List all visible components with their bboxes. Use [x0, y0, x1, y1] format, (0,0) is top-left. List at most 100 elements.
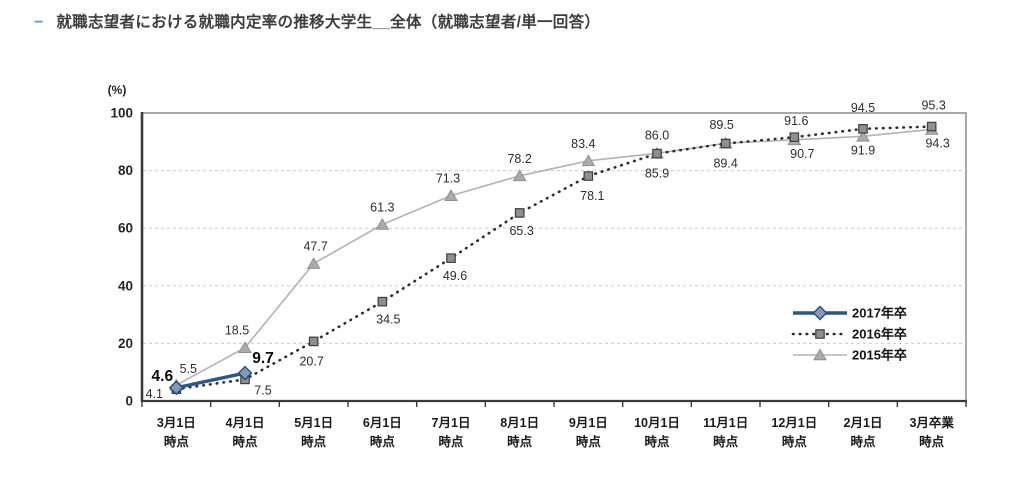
- y-tick-label: 100: [110, 106, 133, 121]
- data-label: 18.5: [225, 324, 249, 338]
- x-tick-label: 3月1日: [157, 416, 196, 430]
- x-tick-label: 時点: [164, 434, 190, 449]
- square-marker: [789, 132, 800, 142]
- data-label: 61.3: [370, 200, 394, 214]
- data-label: 4.6: [152, 368, 174, 385]
- data-label: 4.1: [146, 387, 163, 401]
- x-tick-label: 12月1日: [771, 416, 817, 430]
- x-tick-label: 時点: [370, 434, 396, 449]
- x-tick-label: 時点: [507, 434, 533, 449]
- series-2017年卒-markers: [168, 365, 253, 396]
- x-tick-label: 時点: [782, 434, 808, 449]
- triangle-marker: [581, 154, 596, 167]
- series-2016年卒-labels: 4.1 7.5 20.7 34.5 49.6 65.3 78.1 85.9 89.4 91.6 94…: [146, 99, 946, 402]
- data-label: 86.0: [645, 128, 669, 142]
- triangle-marker: [238, 341, 252, 354]
- data-label: 49.6: [443, 269, 467, 283]
- data-label: 85.9: [645, 167, 669, 181]
- data-label: 47.7: [303, 240, 327, 254]
- triangle-marker: [512, 169, 527, 182]
- data-label: 71.3: [436, 172, 460, 186]
- x-tick-label: 6月1日: [363, 416, 402, 430]
- x-tick-label: 10月1日: [634, 416, 680, 430]
- series-2017年卒-line: [175, 371, 246, 390]
- diamond-marker: [237, 365, 253, 381]
- line-chart: 0 20 40 60 80 100 (%) 3月1日時点 4月1日時点 5月1日時点 6月1日時点 7…: [0, 70, 1024, 482]
- legend-label: 2017年卒: [852, 306, 907, 321]
- data-label: 83.4: [571, 137, 595, 151]
- legend-label: 2015年卒: [852, 348, 907, 363]
- square-marker: [815, 329, 825, 339]
- data-label: 20.7: [299, 354, 323, 368]
- diamond-marker: [168, 380, 184, 396]
- square-marker: [583, 171, 594, 181]
- y-axis-unit-label: (%): [108, 83, 127, 97]
- y-tick-label: 80: [118, 163, 133, 178]
- square-marker: [377, 296, 388, 307]
- data-label: 91.6: [784, 114, 808, 128]
- data-label: 90.7: [790, 147, 814, 161]
- x-tick-label: 8月1日: [500, 416, 539, 430]
- x-tick-label: 時点: [576, 434, 602, 449]
- square-marker: [446, 253, 456, 263]
- square-marker: [926, 121, 937, 132]
- x-tick-label: 11月1日: [703, 416, 748, 430]
- triangle-marker: [813, 348, 827, 361]
- axes: [140, 112, 967, 407]
- triangle-marker: [306, 257, 321, 269]
- series-2015年卒-labels: 5.5 18.5 47.7 61.3 71.3 78.2 83.4 86.0 89.5 90.7 9…: [180, 118, 950, 376]
- data-label: 94.3: [925, 136, 949, 150]
- x-tick-label: 2月1日: [844, 416, 883, 430]
- data-label: 89.4: [713, 157, 737, 171]
- x-tick-label: 時点: [713, 434, 739, 449]
- series-2015年卒-line: [175, 128, 932, 386]
- data-label: 89.5: [709, 118, 733, 132]
- data-label: 78.2: [507, 152, 531, 166]
- y-tick-label: 20: [118, 336, 133, 351]
- x-tick-label: 時点: [644, 434, 670, 449]
- x-tick-label: 4月1日: [226, 416, 265, 430]
- y-tick-label: 60: [118, 221, 133, 236]
- square-marker: [514, 208, 525, 218]
- chart-title-row: − 就職志望者における就職内定率の推移大学生__全体（就職志望者/単一回答）: [34, 12, 600, 33]
- x-tick-label: 7月1日: [432, 416, 471, 430]
- series-2015年卒-markers: [169, 122, 939, 391]
- triangle-marker: [444, 189, 458, 201]
- x-tick-label: 時点: [438, 434, 464, 449]
- gridlines: [143, 170, 965, 344]
- data-label: 78.1: [580, 189, 604, 203]
- legend-item-2016年卒: 2016年卒: [791, 327, 907, 342]
- y-tick-label: 40: [118, 278, 133, 293]
- legend-item-2017年卒: 2017年卒: [793, 306, 907, 321]
- data-label: 95.3: [921, 99, 945, 113]
- data-label: 5.5: [180, 362, 197, 376]
- diamond-marker: [812, 305, 828, 321]
- x-tick-label: 時点: [919, 434, 945, 449]
- data-label: 7.5: [254, 383, 271, 397]
- triangle-marker: [375, 217, 390, 230]
- data-label: 94.5: [851, 101, 875, 115]
- x-tick-label: 時点: [232, 434, 258, 449]
- data-label: 91.9: [851, 143, 875, 157]
- legend: 2017年卒 2016年卒 2015年卒: [791, 306, 907, 363]
- page-title: 就職志望者における就職内定率の推移大学生__全体（就職志望者/単一回答）: [56, 14, 601, 31]
- title-bullet-dash: −: [34, 14, 44, 31]
- x-tick-label: 9月1日: [569, 416, 608, 430]
- square-marker: [652, 148, 662, 159]
- square-marker: [858, 124, 868, 134]
- triangle-marker: [856, 129, 870, 142]
- series-2017年卒-labels: 4.6 9.7: [152, 350, 274, 385]
- data-label: 9.7: [252, 350, 274, 367]
- x-tick-label: 3月卒業: [909, 415, 954, 430]
- y-axis-labels: 0 20 40 60 80 100 (%): [108, 83, 133, 409]
- square-marker: [308, 336, 319, 347]
- data-label: 65.3: [509, 224, 533, 238]
- x-tick-label: 時点: [850, 434, 876, 449]
- legend-item-2015年卒: 2015年卒: [793, 348, 907, 363]
- legend-label: 2016年卒: [852, 327, 907, 342]
- y-tick-label: 0: [125, 394, 133, 409]
- series-2016年卒-line: [175, 125, 933, 391]
- x-tick-label: 5月1日: [294, 416, 333, 430]
